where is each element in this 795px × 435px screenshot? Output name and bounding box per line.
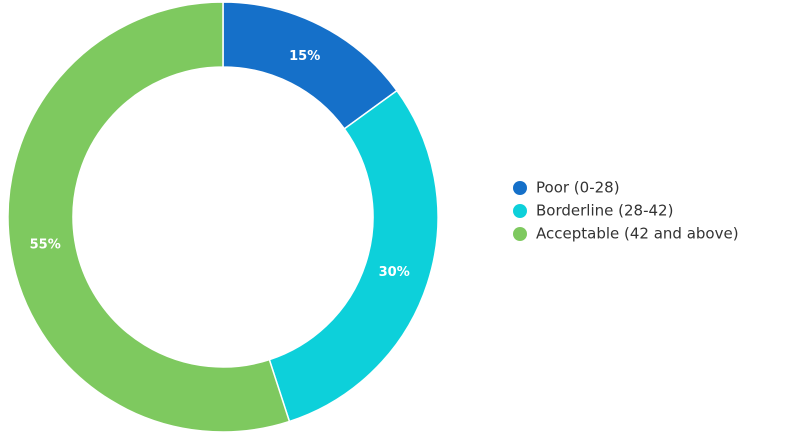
legend-marker bbox=[513, 204, 527, 218]
donut-segment bbox=[268, 89, 439, 423]
legend-marker bbox=[513, 181, 527, 195]
legend-label: Acceptable (42 and above) bbox=[536, 225, 739, 243]
value-label: 15% bbox=[289, 49, 320, 64]
legend-label: Borderline (28-42) bbox=[536, 202, 673, 220]
value-label: 55% bbox=[30, 238, 61, 253]
legend-label: Poor (0-28) bbox=[536, 179, 620, 197]
legend-marker bbox=[513, 227, 527, 241]
donut-segment bbox=[7, 1, 291, 433]
value-label: 30% bbox=[379, 265, 410, 280]
